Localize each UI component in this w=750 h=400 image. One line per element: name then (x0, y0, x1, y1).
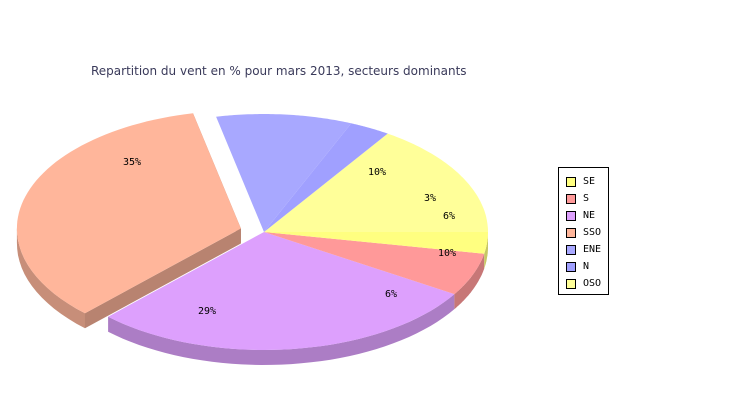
legend-label: NE (583, 210, 596, 221)
slice-label: 35% (123, 157, 141, 168)
slice-se (264, 232, 488, 254)
slice-label: 3% (424, 193, 436, 204)
legend-label: N (583, 261, 590, 272)
pie-labels: 35% 10% 3% 6% 10% 6% 29% (123, 157, 456, 317)
legend-swatch (566, 228, 576, 238)
legend-swatch (566, 245, 576, 255)
slice-side-s (454, 253, 485, 310)
legend-swatch (566, 262, 576, 272)
legend-label: OSO (583, 278, 602, 289)
slice-label: 6% (443, 211, 455, 222)
legend-label: SSO (583, 227, 602, 238)
legend-item-se: SE (566, 176, 610, 188)
slice-n (264, 123, 388, 232)
slice-ene (216, 114, 352, 232)
slice-oso (264, 133, 488, 232)
legend-label: SE (583, 176, 596, 187)
slice-s (264, 232, 485, 295)
slice-side-se (484, 232, 488, 269)
legend-item-sso: SSO (566, 227, 610, 239)
slice-label: 10% (368, 167, 386, 178)
legend-item-ene: ENE (566, 244, 610, 256)
legend-swatch (566, 177, 576, 187)
legend-item-oso: OSO (566, 278, 610, 290)
legend-swatch (566, 279, 576, 289)
slice-label: 6% (385, 289, 397, 300)
slice-ne (108, 232, 455, 350)
slice-sso (16, 113, 241, 314)
legend-swatch (566, 194, 576, 204)
legend-item-ne: NE (566, 210, 610, 222)
slice-side-sso (16, 227, 85, 329)
slice-side-ne (108, 294, 455, 365)
slice-label: 10% (438, 248, 456, 259)
pie-tops (16, 113, 488, 350)
legend-item-s: S (566, 193, 610, 205)
legend-label: S (583, 193, 590, 204)
legend-swatch (566, 211, 576, 221)
legend-label: ENE (583, 244, 602, 255)
legend-item-n: N (566, 261, 610, 273)
legend: SE S NE SSO ENE N OSO (558, 167, 609, 295)
slice-face-sso (84, 228, 241, 329)
chart-title: Repartition du vent en % pour mars 2013,… (91, 64, 467, 78)
slice-label: 29% (198, 306, 216, 317)
